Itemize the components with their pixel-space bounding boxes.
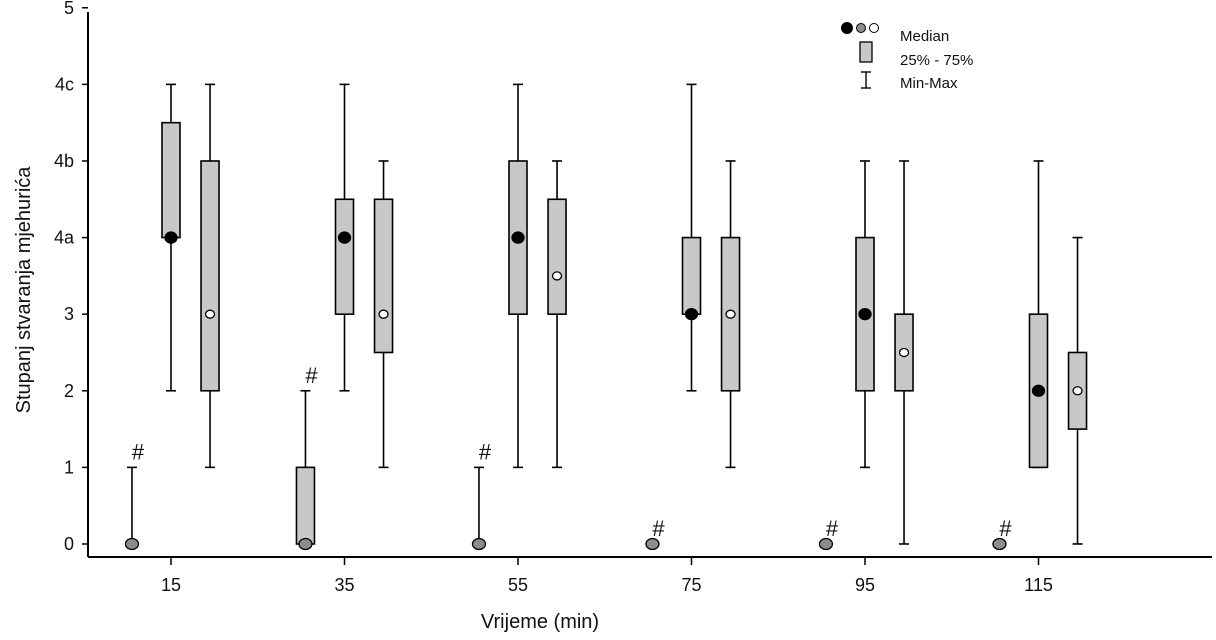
median-marker	[124, 537, 140, 551]
legend-label-median: Median	[900, 28, 949, 45]
legend-marker-white	[869, 23, 879, 33]
y-tick-label: 4b	[54, 151, 74, 171]
median-marker	[818, 537, 834, 551]
y-tick-label: 0	[64, 534, 74, 554]
annotations-group: # # # # # #	[132, 363, 1013, 541]
median-marker	[511, 231, 525, 244]
x-tick-label: 35	[334, 575, 354, 595]
legend-box-symbol	[859, 41, 873, 63]
x-tick-label: 115	[1024, 575, 1053, 595]
significance-mark: #	[652, 516, 665, 541]
median-marker	[164, 231, 178, 244]
significance-mark: #	[999, 516, 1012, 541]
y-axis-title: Stupanj stvaranja mjehurića	[13, 166, 35, 414]
median-marker	[1031, 384, 1046, 397]
significance-mark: #	[479, 439, 492, 464]
x-tick-label: 55	[508, 575, 528, 595]
median-marker	[858, 308, 872, 321]
legend-label-minmax: Min-Max	[900, 75, 958, 92]
legend-label-iqr: 25% - 75%	[900, 52, 973, 69]
y-tick-label: 1	[64, 457, 74, 477]
legend: Median 25% - 75% Min-Max	[841, 22, 973, 92]
significance-mark: #	[826, 516, 839, 541]
significance-mark: #	[132, 439, 145, 464]
median-marker	[337, 231, 352, 244]
median-marker	[1072, 386, 1083, 396]
median-marker	[898, 347, 910, 358]
y-tick-label: 4a	[54, 228, 75, 248]
median-marker	[725, 309, 736, 319]
y-tick-label: 4c	[55, 74, 74, 94]
x-tick-label: 95	[855, 575, 875, 595]
x-tick-label: 15	[161, 575, 181, 595]
iqr-box	[334, 198, 355, 315]
y-tick-label: 2	[64, 381, 74, 401]
median-marker	[298, 537, 313, 551]
legend-marker-grey	[856, 23, 866, 33]
iqr-box	[200, 160, 220, 392]
median-marker	[684, 308, 699, 321]
iqr-box	[547, 198, 567, 315]
x-axis-title: Vrijeme (min)	[481, 611, 599, 633]
iqr-box	[681, 236, 702, 315]
median-marker	[471, 537, 487, 551]
boxes-group	[124, 83, 1088, 551]
iqr-box	[161, 121, 181, 239]
y-tick-label: 5	[64, 0, 74, 18]
x-tick-label: 75	[681, 575, 701, 595]
axes-group: 0 1 2 3 4a 4b 4c 5 15 35 55 75 95 115	[54, 0, 1212, 595]
median-marker	[992, 537, 1007, 551]
median-marker	[645, 537, 660, 551]
median-marker	[378, 309, 389, 319]
iqr-box	[295, 466, 316, 545]
median-marker	[204, 309, 216, 319]
y-tick-label: 3	[64, 304, 74, 324]
median-marker	[551, 271, 563, 281]
iqr-box	[373, 198, 394, 354]
legend-marker-black	[841, 22, 853, 34]
significance-mark: #	[305, 363, 318, 388]
